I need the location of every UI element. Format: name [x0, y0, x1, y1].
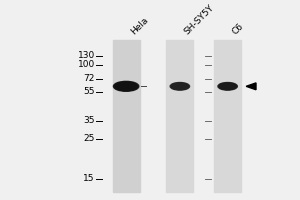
Ellipse shape [124, 85, 129, 87]
Ellipse shape [173, 84, 187, 89]
Ellipse shape [117, 83, 135, 90]
Ellipse shape [176, 85, 184, 88]
Text: 55: 55 [83, 87, 95, 96]
Ellipse shape [218, 83, 237, 90]
Text: 35: 35 [83, 116, 95, 125]
Ellipse shape [221, 84, 234, 89]
Ellipse shape [219, 83, 236, 90]
Ellipse shape [113, 81, 139, 91]
Text: C6: C6 [231, 22, 245, 37]
Ellipse shape [177, 85, 183, 87]
Text: 25: 25 [83, 134, 95, 143]
Ellipse shape [125, 86, 128, 87]
Ellipse shape [227, 86, 229, 87]
Bar [214, 40, 241, 192]
Ellipse shape [120, 84, 133, 89]
Ellipse shape [115, 82, 137, 91]
Ellipse shape [122, 85, 130, 88]
Ellipse shape [222, 84, 233, 89]
Ellipse shape [121, 84, 131, 88]
Text: Hela: Hela [129, 16, 150, 37]
Ellipse shape [223, 84, 232, 88]
Ellipse shape [174, 84, 186, 89]
Text: 15: 15 [83, 174, 95, 183]
Ellipse shape [225, 85, 231, 87]
Ellipse shape [226, 86, 230, 87]
Bar [167, 40, 193, 192]
Ellipse shape [172, 83, 188, 89]
Ellipse shape [178, 86, 182, 87]
Ellipse shape [175, 84, 185, 88]
Ellipse shape [170, 83, 190, 90]
Text: SH-SY5Y: SH-SY5Y [183, 3, 216, 37]
Ellipse shape [224, 85, 232, 88]
Ellipse shape [171, 83, 189, 90]
Text: 72: 72 [83, 74, 95, 83]
Ellipse shape [220, 83, 236, 89]
Polygon shape [246, 83, 256, 90]
Ellipse shape [179, 86, 181, 87]
Bar [113, 40, 140, 192]
Ellipse shape [116, 82, 136, 90]
Ellipse shape [118, 83, 134, 89]
Text: 130: 130 [77, 51, 95, 60]
Text: 100: 100 [77, 60, 95, 69]
